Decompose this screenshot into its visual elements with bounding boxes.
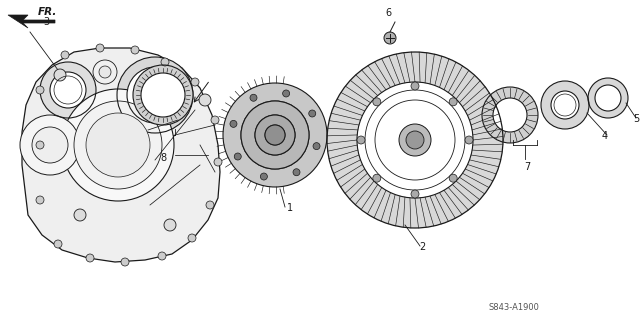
Circle shape <box>265 125 285 145</box>
Circle shape <box>449 98 457 106</box>
Circle shape <box>260 173 268 180</box>
Text: S843-A1900: S843-A1900 <box>488 303 539 312</box>
Circle shape <box>93 60 117 84</box>
Circle shape <box>199 94 211 106</box>
Circle shape <box>121 258 129 266</box>
Circle shape <box>127 67 183 123</box>
Circle shape <box>308 110 316 117</box>
Circle shape <box>54 69 66 81</box>
Circle shape <box>313 143 320 150</box>
Circle shape <box>36 86 44 94</box>
Circle shape <box>141 73 185 117</box>
Circle shape <box>357 82 473 198</box>
Circle shape <box>250 94 257 101</box>
Circle shape <box>241 101 309 169</box>
Circle shape <box>211 116 219 124</box>
Circle shape <box>357 136 365 144</box>
Circle shape <box>206 201 214 209</box>
Text: 4: 4 <box>602 131 608 141</box>
Circle shape <box>86 113 150 177</box>
Circle shape <box>20 115 80 175</box>
Circle shape <box>293 169 300 176</box>
Circle shape <box>595 85 621 111</box>
Circle shape <box>230 120 237 127</box>
Circle shape <box>131 46 139 54</box>
Circle shape <box>133 65 193 125</box>
Circle shape <box>373 98 381 106</box>
Text: 6: 6 <box>385 8 391 18</box>
Circle shape <box>164 219 176 231</box>
Circle shape <box>465 136 473 144</box>
Circle shape <box>74 101 162 189</box>
Text: FR.: FR. <box>38 7 58 17</box>
Circle shape <box>32 127 68 163</box>
Circle shape <box>161 58 169 66</box>
Circle shape <box>327 52 503 228</box>
Circle shape <box>241 101 309 169</box>
Circle shape <box>265 125 285 145</box>
Text: 5: 5 <box>633 114 639 124</box>
Circle shape <box>86 254 94 262</box>
Circle shape <box>188 234 196 242</box>
Text: 2: 2 <box>419 242 425 252</box>
Circle shape <box>493 98 527 132</box>
Text: 1: 1 <box>287 203 293 213</box>
Circle shape <box>373 174 381 182</box>
Circle shape <box>62 89 174 201</box>
Circle shape <box>234 153 241 160</box>
Circle shape <box>411 190 419 198</box>
Circle shape <box>117 57 193 133</box>
Circle shape <box>255 115 295 155</box>
Circle shape <box>551 91 579 119</box>
Circle shape <box>99 66 111 78</box>
Circle shape <box>411 82 419 90</box>
Circle shape <box>158 252 166 260</box>
Polygon shape <box>22 48 220 262</box>
Circle shape <box>255 115 295 155</box>
Circle shape <box>541 81 589 129</box>
Circle shape <box>191 78 199 86</box>
Circle shape <box>449 174 457 182</box>
Circle shape <box>384 32 396 44</box>
Circle shape <box>54 240 62 248</box>
Circle shape <box>40 62 96 118</box>
Circle shape <box>61 51 69 59</box>
Text: 8: 8 <box>160 153 166 163</box>
Circle shape <box>588 78 628 118</box>
Circle shape <box>482 87 538 143</box>
Circle shape <box>399 124 431 156</box>
Circle shape <box>74 209 86 221</box>
Circle shape <box>50 72 86 108</box>
Circle shape <box>406 131 424 149</box>
Circle shape <box>36 141 44 149</box>
Circle shape <box>36 196 44 204</box>
Text: 7: 7 <box>524 162 530 172</box>
Text: 3: 3 <box>43 17 49 27</box>
Circle shape <box>223 83 327 187</box>
Circle shape <box>214 158 222 166</box>
Circle shape <box>283 90 290 97</box>
Polygon shape <box>8 15 55 28</box>
Circle shape <box>96 44 104 52</box>
